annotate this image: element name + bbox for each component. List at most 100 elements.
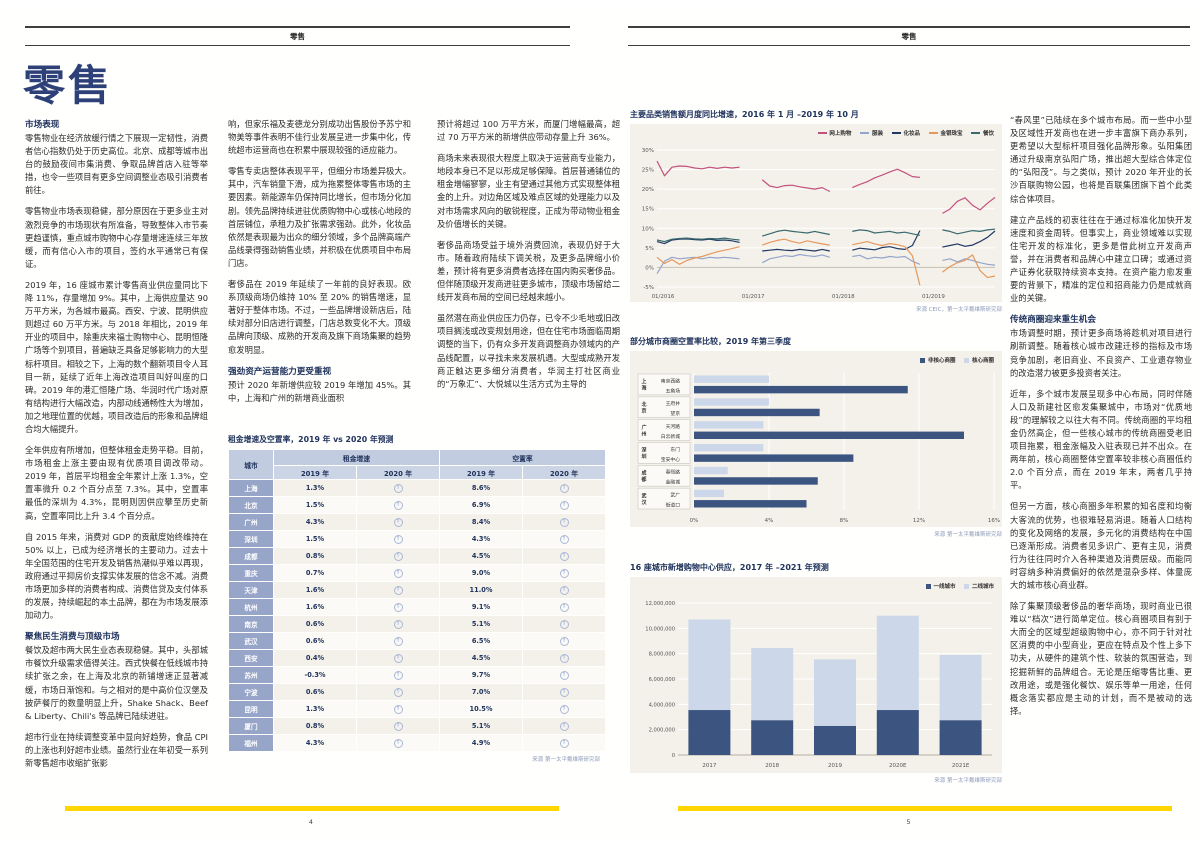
bar-core — [694, 398, 769, 406]
body-paragraph: 餐饮及超市两大民生业态表现稳健。其中，头部城市餐饮升级需求值得关注。西式快餐在低… — [25, 645, 208, 721]
legend-swatch — [928, 132, 938, 134]
bar-core — [694, 466, 728, 475]
body-paragraph: 奢侈品在 2019 年延续了一年前的良好表现。欧系顶级商场仍维持 10% 至 2… — [228, 279, 411, 355]
body-paragraph: “春风里”已陆续在多个城市布局。而一些中小型及区域性开发商也在进一步丰富旗下商办… — [1010, 115, 1192, 204]
forecast-cell: ↑ — [523, 548, 606, 564]
svg-text:五角场: 五角场 — [666, 387, 681, 394]
legend-swatch — [971, 132, 981, 134]
forecast-cell: ↑ — [357, 701, 439, 717]
series-line — [656, 238, 996, 286]
svg-text:东门: 东门 — [670, 446, 680, 453]
legend-item: 化妆品 — [891, 129, 920, 137]
forecast-cell: ↑ — [523, 565, 606, 581]
svg-text:6,000,000: 6,000,000 — [649, 677, 675, 683]
legend-item: 核心商圈 — [964, 356, 994, 364]
svg-text:广: 广 — [641, 424, 646, 431]
text-column-2: 响，但家乐福及麦德龙分别成功出售股份予苏宁和物美等事件表明不佳行业发展呈进一步集… — [228, 118, 411, 413]
legend-label: 二线城市 — [971, 584, 994, 590]
body-paragraph: 但另一方面，核心商圈多年积累的知名度和均衡大客流的优势，也很难轻易消退。随着人口… — [1010, 501, 1192, 590]
line-chart: 网上购物 服装 化妆品 金银珠宝 餐饮 30% 25% 20% 15% 10% 5% 0% -5% 01/… — [630, 124, 1002, 302]
bar-noncore — [694, 408, 820, 417]
bar-core — [694, 375, 769, 383]
legend-label: 一线城市 — [933, 584, 956, 590]
city-cell: 重庆 — [229, 565, 273, 581]
city-cell: 广州 — [229, 514, 273, 530]
running-header: 零售 — [628, 26, 1190, 46]
forecast-up-icon: ↑ — [393, 501, 403, 510]
forecast-up-icon: ↑ — [559, 552, 569, 561]
forecast-up-icon: ↑ — [559, 654, 569, 663]
body-paragraph: 全年供应有所增加，但整体租金走势平稳。目前，市场租金上涨主要由现有优质项目调改带… — [25, 445, 208, 521]
table-row: 重庆 0.7% ↑ 9.0% ↑ — [229, 565, 606, 581]
bar-noncore — [694, 454, 854, 462]
forecast-cell: ↑ — [357, 718, 439, 734]
bar-noncore — [694, 500, 807, 508]
svg-text:2021E: 2021E — [952, 763, 970, 769]
bar-core — [694, 421, 764, 429]
body-paragraph: 预计将超过 100 万平方米，而厦门增幅最高，超过 70 万平方米的新增供应带动… — [437, 119, 620, 143]
table-row: 北京 1.5% ↑ 6.9% ↑ — [229, 497, 606, 513]
svg-text:2017: 2017 — [702, 763, 716, 769]
table-row: 宁波 0.6% ↑ 7.0% ↑ — [229, 684, 606, 700]
svg-text:武广: 武广 — [670, 491, 680, 498]
table-row: 杭州 1.6% ↑ 9.1% ↑ — [229, 599, 606, 615]
legend-swatch — [925, 583, 931, 589]
forecast-up-icon: ↑ — [559, 620, 569, 629]
forecast-up-icon: ↑ — [393, 688, 403, 697]
value-cell: -0.3% — [274, 667, 356, 683]
rent-vacancy-table-block: 租金增速及空置率，2019 年 vs 2020 年预测 城市 租金增速 空置率 … — [228, 434, 606, 763]
svg-text:金融城: 金融城 — [666, 479, 681, 486]
svg-text:0%: 0% — [645, 265, 654, 271]
forecast-cell: ↑ — [523, 718, 606, 734]
svg-text:都: 都 — [640, 476, 646, 483]
year-header: 2020 年 — [357, 466, 439, 479]
forecast-cell: ↑ — [357, 633, 439, 649]
svg-text:15%: 15% — [642, 207, 654, 213]
bar-tier1 — [688, 710, 731, 755]
svg-text:01/2017: 01/2017 — [742, 294, 765, 300]
forecast-up-icon: ↑ — [559, 722, 569, 731]
svg-text:20%: 20% — [642, 187, 654, 193]
table-row: 厦门 0.8% ↑ 5.1% ↑ — [229, 718, 606, 734]
value-cell: 4.3% — [274, 514, 356, 530]
forecast-cell: ↑ — [357, 582, 439, 598]
rent-vacancy-table: 城市 租金增速 空置率 2019 年 2020 年 2019 年 2020 年 … — [228, 449, 606, 752]
forecast-cell: ↑ — [523, 497, 606, 513]
forecast-cell: ↑ — [357, 650, 439, 666]
forecast-cell: ↑ — [357, 667, 439, 683]
forecast-up-icon: ↑ — [393, 722, 403, 731]
forecast-cell: ↑ — [523, 531, 606, 547]
forecast-up-icon: ↑ — [559, 518, 569, 527]
svg-text:01/2018: 01/2018 — [832, 294, 855, 300]
svg-text:王府井: 王府井 — [666, 400, 681, 407]
body-paragraph: 建立产品线的初衷往往在于通过标准化加快开发速度和资金周转。但事实上，商业领域难以… — [1010, 214, 1192, 304]
bar-tier2 — [688, 619, 731, 711]
forecast-cell: ↑ — [523, 582, 606, 598]
forecast-up-icon: ↑ — [559, 671, 569, 680]
body-paragraph: 响，但家乐福及麦德龙分别成功出售股份予苏宁和物美等事件表明不佳行业发展呈进一步集… — [228, 119, 411, 156]
line-chart-block: 主要品类销售额月度同比增速，2016 年 1 月 –2019 年 10 月 网上… — [630, 109, 1002, 313]
table-row: 上海 1.3% ↑ 8.6% ↑ — [229, 480, 606, 496]
forecast-up-icon: ↑ — [393, 552, 403, 561]
value-cell: 0.6% — [274, 633, 356, 649]
stacked-bar-canvas: 0 2,000,000 4,000,000 6,000,000 8,000,000 10,… — [645, 601, 992, 769]
value-cell: 0.6% — [274, 616, 356, 632]
value-cell: 4.3% — [440, 531, 522, 547]
svg-text:2018: 2018 — [765, 763, 779, 769]
bar-tier2 — [814, 659, 856, 726]
city-cell: 宁波 — [229, 684, 273, 700]
city-cell: 西安 — [229, 650, 273, 666]
page-number: 5 — [906, 818, 911, 826]
legend-swatch — [817, 132, 827, 134]
hbar-chart: 非核心商圈 核心商圈 0% 4% 8% 12% 16% 上海 南京西路 五角场北京 王府井 望京广州 天… — [630, 351, 1002, 527]
footer-accent-bar — [65, 806, 559, 811]
legend-item: 一线城市 — [925, 582, 956, 590]
line-chart-canvas: 30% 25% 20% 15% 10% 5% 0% -5% 01/2016 01/2017 01/2… — [642, 148, 996, 300]
city-cell: 天津 — [229, 582, 273, 598]
forecast-up-icon: ↑ — [393, 535, 403, 544]
svg-text:01/2019: 01/2019 — [922, 294, 945, 300]
svg-text:南京西路: 南京西路 — [661, 377, 680, 384]
value-cell: 4.5% — [440, 548, 522, 564]
